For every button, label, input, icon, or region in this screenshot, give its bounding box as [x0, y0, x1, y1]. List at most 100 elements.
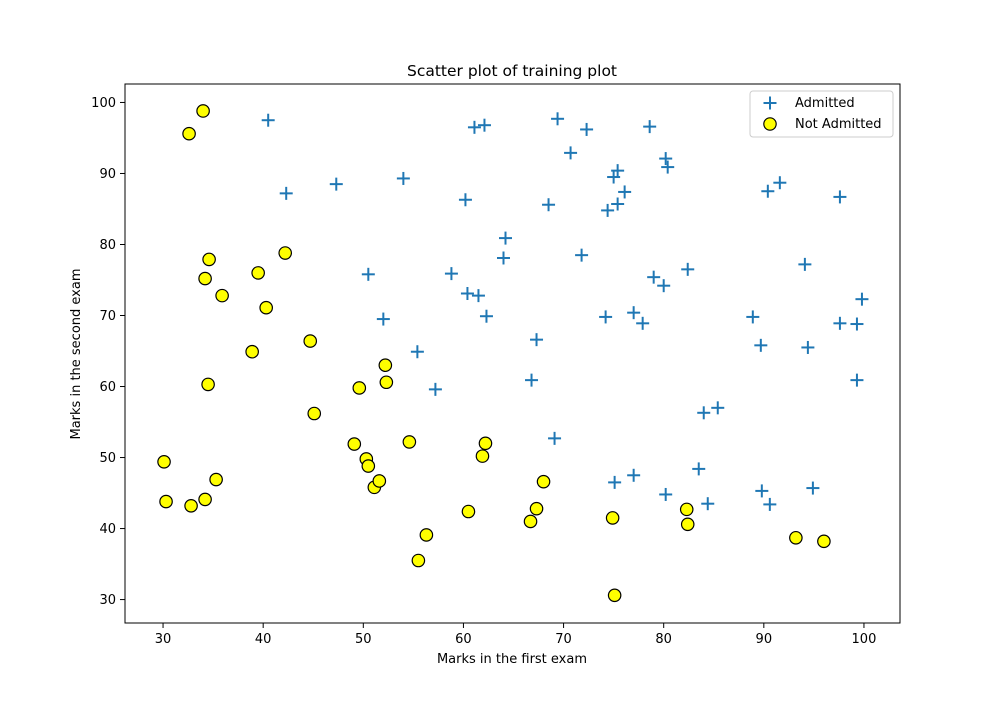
data-point-admitted — [806, 481, 820, 495]
data-point-admitted — [850, 317, 864, 331]
data-point-admitted — [711, 401, 725, 415]
data-point-admitted — [692, 462, 706, 476]
data-point-admitted — [460, 286, 474, 300]
data-point-admitted — [643, 120, 657, 134]
data-point-admitted — [471, 289, 485, 303]
y-tick-label: 50 — [99, 451, 116, 466]
legend-marker-not-admitted — [763, 117, 777, 131]
data-point-not-admitted — [352, 381, 367, 395]
data-point-admitted — [548, 431, 562, 445]
points-layer — [157, 104, 869, 603]
data-point-not-admitted — [307, 406, 322, 421]
data-point-not-admitted — [475, 449, 490, 463]
data-point-admitted — [467, 120, 481, 134]
data-point-not-admitted — [196, 104, 210, 118]
data-point-admitted — [580, 122, 594, 136]
data-point-admitted — [763, 497, 777, 511]
y-tick-label: 40 — [99, 522, 116, 537]
data-point-admitted — [279, 186, 293, 200]
data-point-not-admitted — [607, 588, 622, 603]
legend-frame — [749, 90, 894, 138]
data-point-admitted — [477, 118, 491, 132]
y-tick-label: 30 — [99, 593, 116, 608]
data-point-admitted — [261, 113, 275, 127]
x-tick-label: 80 — [655, 632, 672, 647]
data-point-admitted — [798, 257, 812, 271]
x-axis-label: Marks in the first exam — [437, 652, 587, 667]
data-point-admitted — [773, 176, 787, 190]
data-point-not-admitted — [478, 436, 493, 451]
data-point-not-admitted — [411, 553, 426, 568]
legend-plus-marker — [763, 96, 777, 110]
data-point-not-admitted — [198, 492, 212, 507]
data-point-not-admitted — [789, 530, 803, 545]
data-point-not-admitted — [198, 271, 212, 286]
data-point-admitted — [525, 373, 539, 387]
data-point-not-admitted — [209, 472, 223, 487]
data-point-admitted — [564, 146, 578, 160]
x-axis: 30 40 50 60 70 80 90 100 — [155, 623, 876, 647]
data-point-not-admitted — [184, 499, 198, 513]
data-point-admitted — [329, 177, 343, 191]
data-point-admitted — [636, 316, 650, 330]
data-point-admitted — [410, 345, 424, 359]
data-point-admitted — [376, 312, 390, 326]
data-point-not-admitted — [201, 377, 215, 392]
data-point-admitted — [428, 382, 442, 396]
data-point-admitted — [681, 262, 695, 276]
chart-title: Scatter plot of training plot — [407, 62, 617, 80]
data-point-not-admitted — [680, 517, 695, 532]
data-point-admitted — [608, 475, 622, 489]
y-axis-label: Marks in the second exam — [69, 269, 84, 440]
legend-circle-marker — [763, 117, 777, 131]
legend: Admitted Not Admitted — [749, 90, 894, 138]
data-point-not-admitted — [378, 358, 393, 373]
y-axis: 30 40 50 60 70 80 90 100 — [91, 96, 125, 608]
data-point-not-admitted — [379, 375, 394, 390]
data-point-admitted — [833, 316, 847, 330]
data-point-admitted — [850, 373, 864, 387]
data-point-not-admitted — [402, 435, 417, 449]
data-point-admitted — [801, 340, 815, 354]
data-point-not-admitted — [278, 246, 293, 260]
data-point-admitted — [396, 171, 410, 185]
x-tick-label: 90 — [756, 632, 773, 647]
data-point-not-admitted — [529, 501, 544, 516]
data-point-not-admitted — [361, 459, 376, 473]
x-tick-label: 50 — [355, 632, 372, 647]
data-point-admitted — [755, 484, 769, 498]
data-point-not-admitted — [679, 502, 694, 517]
data-point-admitted — [627, 468, 641, 482]
x-tick-label: 60 — [455, 632, 472, 647]
data-point-admitted — [444, 267, 458, 281]
plot-area-frame — [124, 83, 901, 624]
x-tick-label: 30 — [155, 632, 172, 647]
data-point-admitted — [746, 310, 760, 324]
data-point-not-admitted — [419, 528, 434, 542]
data-point-admitted — [697, 406, 711, 420]
data-point-not-admitted — [202, 252, 216, 267]
data-point-not-admitted — [251, 266, 265, 280]
data-point-admitted — [618, 185, 632, 199]
data-point-admitted — [361, 267, 375, 281]
data-point-admitted — [601, 203, 615, 217]
x-tick-label: 70 — [555, 632, 572, 647]
data-point-not-admitted — [303, 334, 318, 348]
data-point-admitted — [479, 309, 493, 323]
data-point-admitted — [701, 497, 715, 511]
data-point-admitted — [761, 184, 775, 198]
data-point-not-admitted — [605, 511, 620, 525]
data-point-not-admitted — [259, 300, 273, 315]
data-point-not-admitted — [523, 514, 538, 529]
y-tick-label: 60 — [99, 380, 116, 395]
y-tick-label: 70 — [99, 309, 116, 324]
data-point-not-admitted — [245, 344, 259, 359]
data-point-not-admitted — [461, 504, 476, 519]
legend-label-not-admitted: Not Admitted — [795, 117, 882, 132]
data-point-admitted — [754, 338, 768, 352]
legend-label-admitted: Admitted — [795, 96, 855, 111]
y-tick-label: 100 — [91, 96, 116, 111]
data-point-admitted — [551, 112, 565, 126]
data-point-admitted — [498, 231, 512, 245]
